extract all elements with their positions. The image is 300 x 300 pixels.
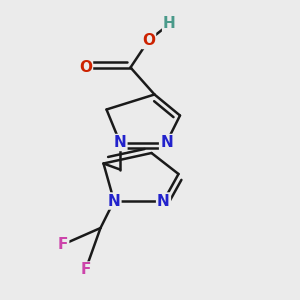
Text: O: O — [142, 33, 155, 48]
Text: N: N — [114, 135, 126, 150]
Text: N: N — [157, 194, 170, 208]
Text: O: O — [79, 60, 92, 75]
Text: F: F — [80, 262, 91, 278]
Text: N: N — [108, 194, 120, 208]
Text: N: N — [160, 135, 173, 150]
Text: H: H — [163, 16, 176, 32]
Text: F: F — [58, 237, 68, 252]
